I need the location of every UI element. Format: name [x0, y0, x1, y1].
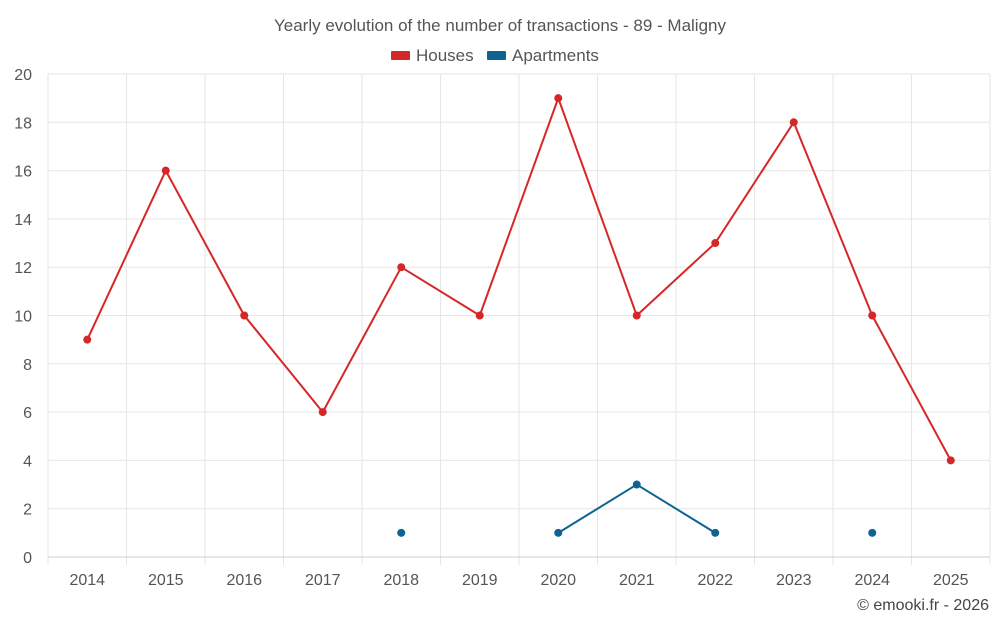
- data-point-houses[interactable]: [632, 311, 641, 320]
- y-tick-label: 18: [14, 115, 32, 132]
- data-point-houses[interactable]: [397, 263, 406, 272]
- x-axis-ticks: 2014 2015 2016 2017 2018 2019 2020 2021 2022 2023…: [69, 572, 968, 589]
- legend-label-apartments[interactable]: Apartments: [512, 46, 599, 65]
- credit-text: © emooki.fr - 2026: [857, 597, 989, 614]
- legend-swatch-houses: [391, 51, 410, 60]
- series-layer: [83, 94, 955, 537]
- y-tick-label: 16: [14, 164, 32, 181]
- data-point-houses[interactable]: [318, 408, 327, 417]
- y-tick-label: 8: [23, 357, 32, 374]
- y-axis-ticks: 0 2 4 6 8 10 12 14 16 18 20: [14, 67, 32, 567]
- legend-swatch-apartments: [487, 51, 506, 60]
- x-tick-label: 2023: [776, 572, 812, 589]
- data-point-houses[interactable]: [161, 166, 170, 175]
- data-point-houses[interactable]: [554, 94, 563, 103]
- data-point-houses[interactable]: [240, 311, 249, 320]
- x-tick-label: 2014: [69, 572, 105, 589]
- x-tick-label: 2024: [854, 572, 890, 589]
- y-tick-label: 20: [14, 67, 32, 84]
- series-apartments: [397, 480, 877, 537]
- legend: Houses Apartments: [391, 46, 599, 65]
- y-tick-label: 4: [23, 453, 32, 470]
- data-point-apartments[interactable]: [632, 480, 641, 489]
- data-point-apartments[interactable]: [711, 528, 720, 537]
- legend-label-houses[interactable]: Houses: [416, 46, 474, 65]
- series-houses: [83, 94, 955, 465]
- x-tick-label: 2018: [383, 572, 419, 589]
- data-point-houses[interactable]: [789, 118, 798, 127]
- y-tick-label: 10: [14, 309, 32, 326]
- data-point-apartments[interactable]: [397, 528, 406, 537]
- x-gridlines: [47, 74, 991, 565]
- data-point-houses[interactable]: [475, 311, 484, 320]
- x-tick-label: 2022: [697, 572, 733, 589]
- y-tick-label: 12: [14, 260, 32, 277]
- series-line-houses: [86, 97, 952, 461]
- x-tick-label: 2019: [462, 572, 498, 589]
- x-tick-label: 2021: [619, 572, 655, 589]
- y-tick-label: 6: [23, 405, 32, 422]
- chart-title: Yearly evolution of the number of transa…: [274, 16, 727, 35]
- x-tick-label: 2016: [226, 572, 262, 589]
- data-point-apartments[interactable]: [554, 528, 563, 537]
- x-tick-label: 2017: [305, 572, 341, 589]
- data-point-houses[interactable]: [83, 335, 92, 344]
- data-point-apartments[interactable]: [868, 528, 877, 537]
- x-tick-label: 2025: [933, 572, 969, 589]
- data-point-houses[interactable]: [711, 239, 720, 248]
- y-tick-label: 0: [23, 550, 32, 567]
- x-tick-label: 2015: [148, 572, 184, 589]
- y-tick-label: 2: [23, 502, 32, 519]
- y-tick-label: 14: [14, 212, 32, 229]
- data-point-houses[interactable]: [868, 311, 877, 320]
- data-point-houses[interactable]: [946, 456, 955, 465]
- x-tick-label: 2020: [540, 572, 576, 589]
